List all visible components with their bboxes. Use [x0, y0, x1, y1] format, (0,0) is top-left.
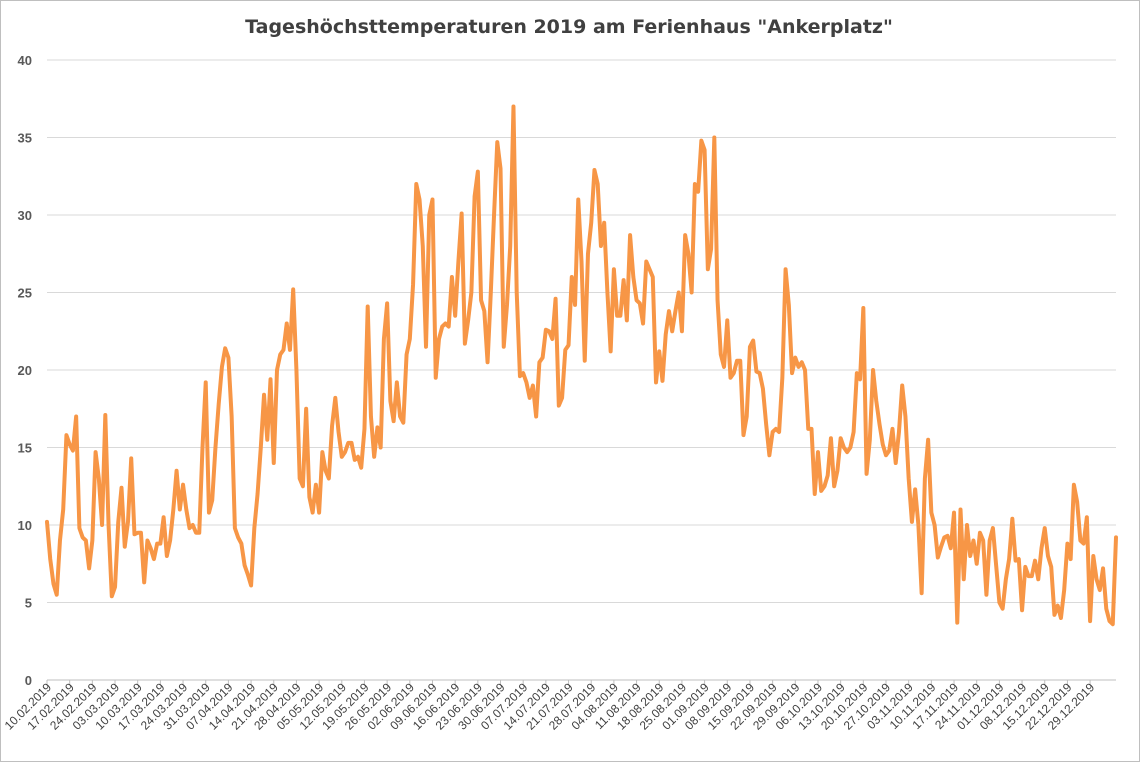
y-tick-label: 0: [25, 673, 32, 688]
chart-title: Tageshöchsttemperaturen 2019 am Ferienha…: [245, 16, 893, 38]
y-tick-label: 10: [18, 518, 32, 533]
series-group: [45, 104, 1118, 627]
series-line-temperature: [45, 104, 1118, 627]
y-tick-label: 15: [18, 441, 32, 456]
x-axis-ticks: 10.02.201917.02.201924.02.201903.03.2019…: [2, 680, 1098, 733]
y-tick-label: 30: [18, 208, 32, 223]
gridlines: [47, 59, 1116, 681]
y-tick-label: 5: [25, 596, 32, 611]
y-tick-label: 35: [18, 131, 32, 146]
y-tick-label: 40: [18, 53, 32, 68]
y-tick-label: 25: [18, 286, 32, 301]
y-tick-label: 20: [18, 363, 32, 378]
y-axis-ticks: 0 5 10 15 20 25 30 35 40: [18, 53, 32, 688]
